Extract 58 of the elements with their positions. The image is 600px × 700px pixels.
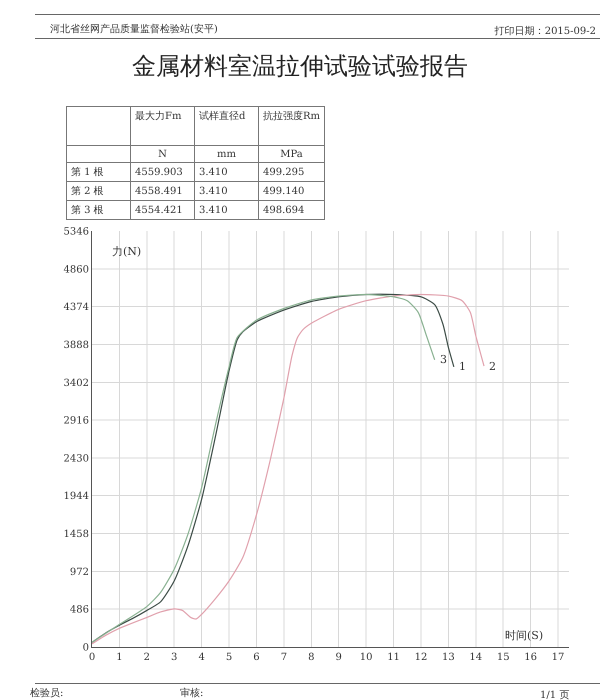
- text: 抗拉强度Rm: [258, 106, 325, 146]
- y-tick-label: 2916: [64, 416, 89, 427]
- text: 第 3 根: [66, 200, 130, 220]
- x-tick-label: 4: [198, 652, 205, 663]
- text: 3.410: [194, 182, 258, 200]
- chart-title: 金属材料室温拉伸试验试验报告: [131, 51, 469, 82]
- text: 499.295: [258, 162, 325, 182]
- text: MPa: [258, 146, 325, 162]
- text: 打印日期：2015-09-2: [494, 24, 596, 38]
- y-tick-label: 0: [82, 642, 89, 654]
- text: 审核:: [180, 686, 204, 700]
- text: mm: [194, 146, 258, 162]
- x-tick-label: 17: [552, 652, 564, 663]
- x-tick-label: 15: [496, 652, 510, 663]
- x-tick-label: 1: [116, 652, 123, 663]
- y-tick-label: 972: [70, 566, 89, 578]
- x-tick-label: 3: [171, 652, 178, 663]
- x-tick-label: 12: [414, 652, 428, 663]
- series-label: 1: [459, 360, 466, 373]
- x-tick-label: 8: [308, 652, 314, 663]
- text: 3.410: [194, 200, 258, 220]
- text: 1/1 页: [540, 689, 570, 700]
- x-tick-label: 14: [469, 652, 482, 663]
- text: 河北省丝网产品质量监督检验站(安平): [50, 22, 218, 36]
- text: 4558.491: [130, 182, 194, 200]
- x-tick-label: 11: [387, 652, 400, 663]
- y-tick-label: 4860: [64, 264, 89, 276]
- y-tick-label: 486: [70, 604, 89, 616]
- text: 第 1 根: [66, 162, 130, 182]
- y-tick-label: 4374: [64, 302, 89, 314]
- y-tick-label: 5346: [64, 226, 89, 238]
- y-tick-label: 3888: [64, 340, 89, 351]
- x-tick-label: 16: [524, 652, 537, 663]
- y-tick-label: 3402: [64, 378, 89, 389]
- y-tick-label: 1458: [64, 529, 89, 540]
- x-tick-label: 6: [253, 652, 260, 663]
- text: 最大力Fm: [130, 106, 194, 146]
- x-tick-label: 5: [226, 652, 232, 663]
- text: 检验员:: [30, 686, 64, 700]
- text: 498.694: [258, 200, 325, 220]
- text: 499.140: [258, 182, 325, 200]
- y-tick-label: 1944: [64, 491, 89, 502]
- x-tick-label: 10: [360, 652, 373, 663]
- x-tick-label: 2: [144, 652, 150, 663]
- x-axis-title: 时间(S): [505, 629, 544, 642]
- text: 试样直径d: [194, 106, 258, 146]
- x-tick-label: 9: [336, 652, 342, 663]
- x-tick-label: 7: [280, 652, 288, 663]
- text: 4554.421: [130, 200, 194, 220]
- text: 第 2 根: [66, 182, 130, 200]
- text: N: [130, 146, 194, 162]
- x-tick-label: 13: [442, 652, 455, 663]
- series-label: 2: [489, 360, 496, 373]
- series-label: 3: [440, 353, 447, 366]
- y-tick-label: 2430: [64, 453, 89, 464]
- y-axis-title: 力(N): [112, 245, 142, 258]
- text: 4559.903: [130, 162, 194, 182]
- text: 3.410: [194, 162, 258, 182]
